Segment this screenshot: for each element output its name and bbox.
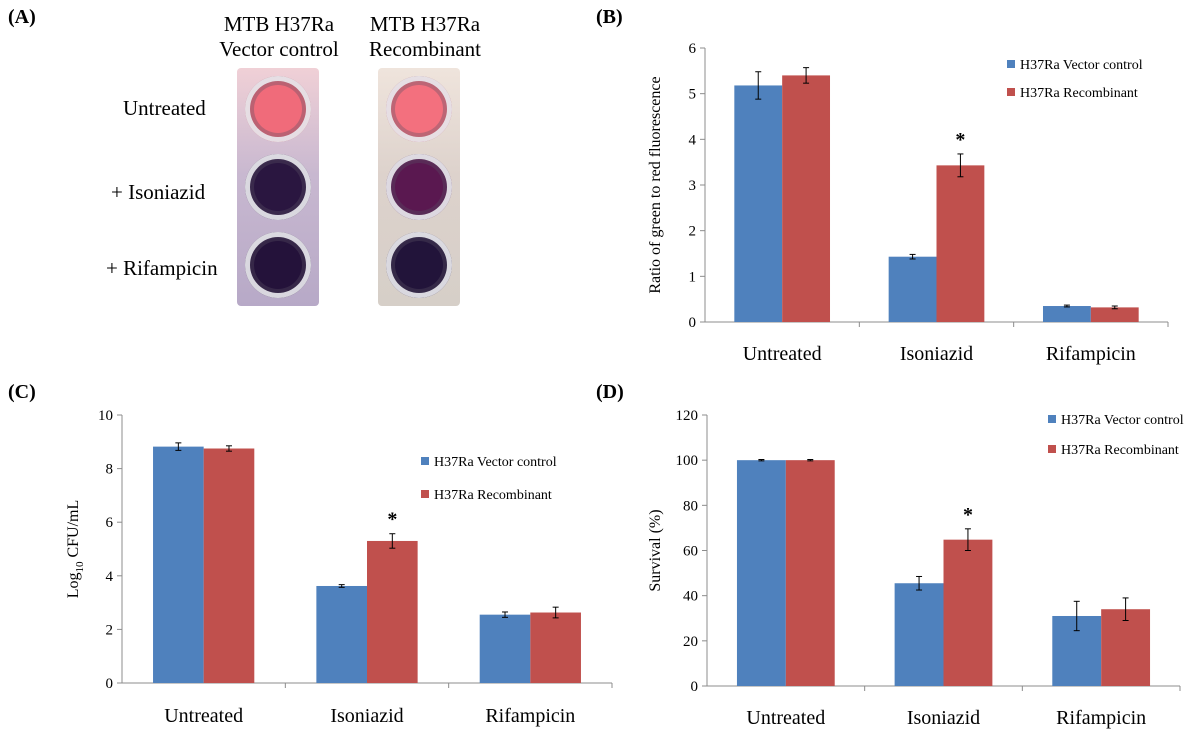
well-recombinant-isoniazid	[386, 154, 452, 220]
y-axis-label-sub: 10	[74, 561, 86, 573]
y-tick-label: 120	[676, 408, 699, 424]
bar-vector	[153, 446, 204, 683]
bar-recombinant	[367, 540, 418, 683]
y-tick-label: 6	[106, 515, 114, 531]
column-header-vector-line1: MTB H37Ra	[223, 12, 335, 36]
well-recombinant-untreated	[386, 76, 452, 142]
x-category-label: Isoniazid	[900, 343, 973, 365]
y-tick-label: 2	[689, 224, 697, 240]
bar-vector	[479, 614, 531, 683]
y-tick-label: 60	[683, 544, 698, 560]
legend-swatch	[1048, 445, 1056, 453]
y-tick-label: 6	[689, 41, 697, 57]
chart-d-group: 0 20 40 60 80 100 120 Untreated Isoniazid * Rifamp…	[647, 408, 1184, 729]
well-vector-rifampicin	[245, 232, 311, 298]
significance-asterisk: *	[963, 504, 973, 526]
panel-c-label: (C)	[8, 381, 36, 403]
y-tick-label: 8	[106, 462, 114, 478]
chart-c-group: 0 2 4 6 8 10 Untreated Isoniazid * Rifampicin H37R…	[65, 408, 613, 727]
bar-vector	[888, 256, 937, 322]
legend-label: H37Ra Vector control	[434, 455, 557, 470]
y-axis-label-main: Log	[65, 573, 82, 599]
y-tick-label: 5	[689, 87, 697, 103]
x-category-label: Untreated	[743, 343, 822, 365]
row-label-rifampicin: + Rifampicin	[106, 256, 218, 280]
significance-asterisk: *	[955, 129, 965, 151]
chart-b-group: 0 1 2 3 4 5 6 Untreated Isoniazid * Rifampicin H37R…	[647, 41, 1169, 365]
y-tick-label: 0	[689, 315, 697, 331]
row-label-isoniazid: + Isoniazid	[111, 180, 206, 204]
bar-vector	[316, 585, 367, 683]
y-tick-label: 4	[689, 132, 697, 148]
bar-vector	[736, 460, 786, 686]
bar-recombinant	[785, 460, 835, 686]
x-category-label: Isoniazid	[330, 705, 403, 727]
panel-d-label: (D)	[596, 381, 624, 403]
y-tick-label: 2	[106, 622, 114, 638]
bar-vector	[894, 583, 944, 686]
bar-recombinant	[943, 539, 993, 686]
y-tick-label: 0	[691, 679, 699, 695]
row-label-untreated: Untreated	[123, 96, 206, 120]
well-vector-isoniazid	[245, 154, 311, 220]
y-tick-label: 20	[683, 634, 698, 650]
column-header-vector-line2: Vector control	[219, 37, 339, 61]
legend-swatch	[421, 490, 429, 498]
well-vector-untreated	[245, 76, 311, 142]
x-category-label: Untreated	[746, 707, 825, 729]
column-header-recombinant-line2: Recombinant	[369, 37, 481, 61]
column-header-recombinant: MTB H37Ra Recombinant	[355, 12, 495, 62]
y-axis-label-rest: CFU/mL	[65, 500, 82, 562]
legend-swatch	[1007, 88, 1015, 96]
legend-label: H37Ra Recombinant	[1061, 443, 1179, 458]
significance-asterisk: *	[387, 509, 397, 531]
column-header-recombinant-line1: MTB H37Ra	[369, 12, 481, 36]
bar-recombinant	[1101, 609, 1151, 686]
y-tick-label: 80	[683, 498, 698, 514]
legend-swatch	[421, 457, 429, 465]
x-category-label: Rifampicin	[1056, 707, 1146, 729]
y-tick-label: 3	[689, 178, 697, 194]
column-header-vector: MTB H37Ra Vector control	[209, 12, 349, 62]
y-tick-label: 1	[689, 269, 697, 285]
bar-recombinant	[203, 448, 255, 683]
y-tick-label: 10	[98, 408, 113, 424]
plate-strip-recombinant	[378, 68, 460, 306]
y-tick-label: 0	[106, 676, 114, 692]
y-axis-label: Ratio of green to red fluorescence	[647, 76, 664, 293]
well-recombinant-rifampicin	[386, 232, 452, 298]
y-tick-label: 100	[676, 453, 699, 469]
bar-vector	[1042, 306, 1091, 322]
y-tick-label: 4	[106, 569, 114, 585]
legend-label: H37Ra Vector control	[1020, 58, 1143, 73]
bar-recombinant	[936, 165, 985, 322]
bar-recombinant	[782, 75, 831, 323]
legend-swatch	[1007, 60, 1015, 68]
panel-b-label: (B)	[596, 6, 623, 28]
y-tick-label: 40	[683, 589, 698, 605]
y-axis-label: Log10 CFU/mL	[65, 500, 86, 599]
legend-label: H37Ra Recombinant	[434, 488, 552, 503]
bar-recombinant	[530, 612, 581, 683]
plate-strip-vector	[237, 68, 319, 306]
legend-label: H37Ra Vector control	[1061, 413, 1184, 428]
x-category-label: Rifampicin	[485, 705, 575, 727]
bar-vector	[734, 85, 783, 323]
legend-label: H37Ra Recombinant	[1020, 86, 1138, 101]
panel-a-label: (A)	[8, 6, 36, 28]
y-axis-label: Survival (%)	[647, 509, 664, 591]
x-category-label: Isoniazid	[907, 707, 980, 729]
x-category-label: Untreated	[164, 705, 243, 727]
legend-swatch	[1048, 415, 1056, 423]
x-category-label: Rifampicin	[1046, 343, 1136, 365]
bar-recombinant	[1090, 307, 1139, 322]
